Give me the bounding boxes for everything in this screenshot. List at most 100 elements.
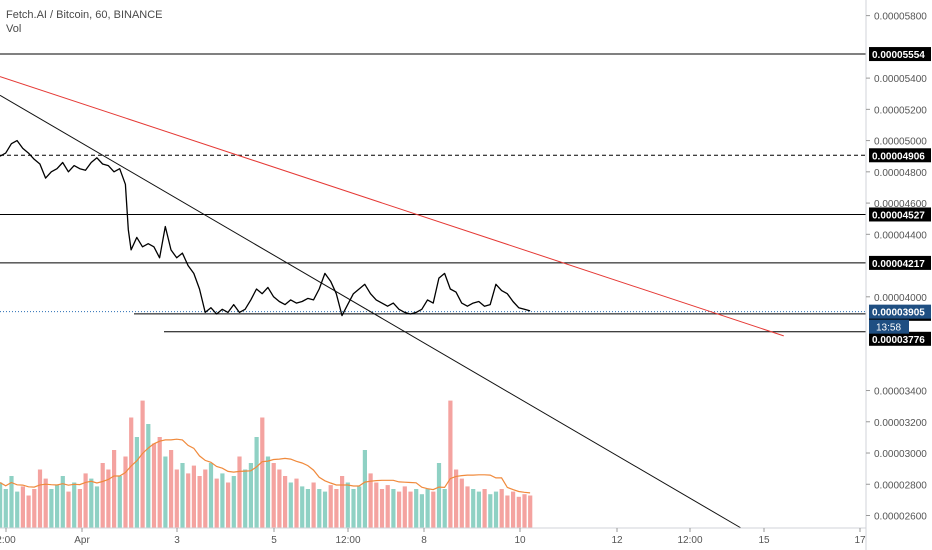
x-tick-label: 10 [514, 535, 526, 546]
level-label-bg [869, 331, 931, 346]
volume-bar [32, 489, 37, 528]
x-tick-label: 17 [854, 535, 866, 546]
y-tick-label: 0.00005000 [874, 137, 927, 148]
y-tick-label: 0.00003400 [874, 387, 927, 398]
resistance-trend-line [0, 76, 784, 337]
trend-lines [0, 76, 784, 529]
volume-bar [471, 489, 476, 528]
volume-bar [271, 463, 276, 528]
volume-bar [425, 489, 430, 528]
price-line [0, 139, 531, 317]
volume-bar [528, 495, 533, 528]
level-label-bg [869, 148, 931, 163]
volume-bar [3, 489, 8, 528]
volume-indicator-label: Vol [6, 23, 22, 35]
volume-bar [362, 450, 367, 528]
volume-bar [157, 437, 162, 528]
volume-bar [43, 478, 48, 528]
volume-bar [169, 450, 174, 528]
level-label: 0.00004217 [872, 259, 925, 270]
volume-bar [254, 437, 259, 528]
volume-bar [357, 486, 362, 528]
volume-bar [0, 482, 3, 528]
volume-bar [180, 463, 185, 528]
volume-ma-polyline [0, 438, 531, 494]
volume-bar [20, 486, 25, 528]
volume-bar [77, 489, 82, 528]
volume-ma-line [0, 438, 531, 494]
symbol-title: Fetch.AI / Bitcoin, 60, BINANCE [6, 9, 163, 21]
volume-bar [231, 476, 236, 528]
volume-bar [511, 491, 516, 528]
level-label: 0.00004906 [872, 151, 925, 162]
volume-bar [414, 489, 419, 528]
volume-bar [174, 469, 179, 528]
volume-bar [15, 491, 20, 528]
volume-bar [345, 482, 350, 528]
volume-bar [419, 494, 424, 528]
volume-bar [151, 443, 157, 528]
volume-bar [448, 400, 453, 528]
volume-bar [288, 482, 293, 528]
current-price-label-bg [869, 304, 931, 319]
volume-bar [454, 469, 459, 528]
volume-bar [459, 478, 464, 528]
volume-bar [379, 489, 385, 528]
volume-bar [49, 489, 54, 528]
volume-bar [505, 495, 510, 528]
volume-bar [300, 486, 305, 528]
volume-bar [163, 456, 168, 528]
volume-bar [89, 478, 94, 528]
volume-bar [191, 465, 196, 528]
volume-bar [72, 482, 77, 528]
support-trend-line [0, 94, 742, 529]
volume-bar [436, 463, 442, 528]
volume-bar [66, 491, 71, 528]
y-tick-label: 0.00004600 [874, 199, 927, 210]
volume-bar [328, 485, 333, 528]
volume-bar [117, 476, 122, 528]
volume-bar [226, 482, 231, 528]
volume-bar [294, 478, 299, 528]
volume-bar [186, 473, 191, 528]
volume-bar [340, 476, 345, 528]
volume-bar [277, 469, 282, 528]
volume-bar [397, 491, 402, 528]
y-tick-label: 0.00003200 [874, 418, 927, 429]
volume-bar [522, 494, 527, 528]
y-tick-label: 0.00005200 [874, 105, 927, 116]
x-tick-label: 12 [611, 535, 623, 546]
volume-bar [9, 476, 14, 528]
y-tick-label: 0.00002800 [874, 480, 927, 491]
volume-bar [391, 489, 396, 528]
volume-bar [442, 489, 447, 528]
volume-bar [493, 491, 499, 528]
volume-bar [243, 469, 248, 528]
x-tick-label: 3 [174, 535, 180, 546]
volume-bar [305, 489, 310, 528]
volume-bar [260, 417, 265, 528]
x-tick-label: 12:00 [335, 535, 360, 546]
volume-bar [408, 491, 413, 528]
volume-bar [476, 491, 481, 528]
volume-bar [283, 476, 288, 528]
y-tick-label: 0.00004800 [874, 168, 927, 179]
x-tick-label: 2:00 [0, 535, 16, 546]
volume-bar [237, 456, 242, 528]
y-tick-label: 0.00003000 [874, 449, 927, 460]
x-tick-label: 5 [271, 535, 277, 546]
x-tick-label: Apr [74, 535, 90, 546]
volume-bar [55, 485, 60, 528]
x-tick-label: 15 [758, 535, 770, 546]
volume-bar [26, 495, 31, 528]
volume-bar [197, 476, 202, 528]
volume-bar [94, 486, 100, 528]
volume-bar [465, 486, 470, 528]
volume-bar [146, 424, 151, 528]
volume-bar [385, 485, 390, 528]
y-tick-label: 0.00005400 [874, 74, 927, 85]
volume-bar [265, 456, 271, 528]
